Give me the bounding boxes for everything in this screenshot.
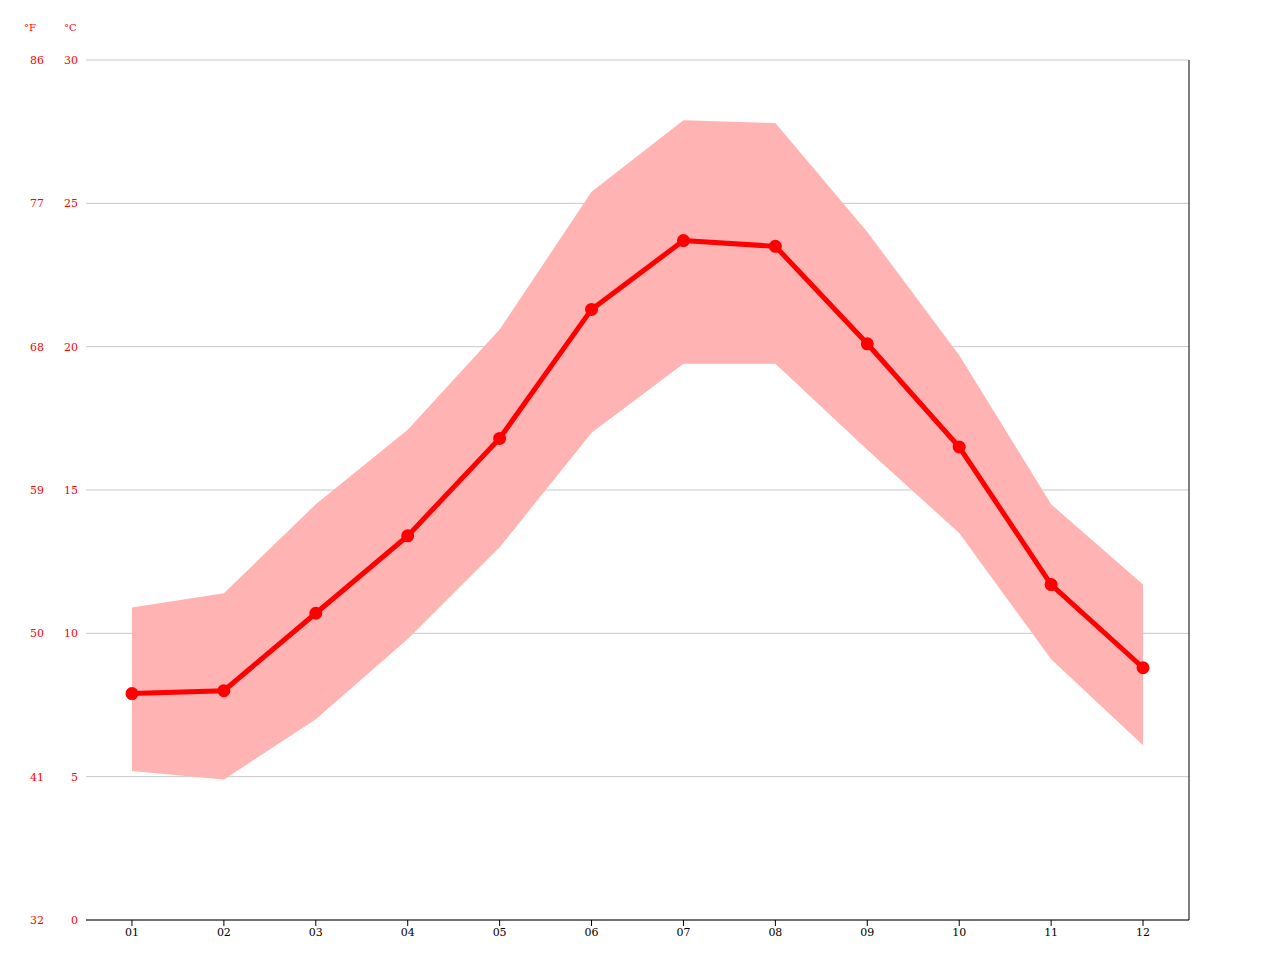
svg-text:09: 09 [860,926,874,939]
svg-text:5: 5 [71,771,78,784]
svg-text:08: 08 [768,926,782,939]
svg-text:01: 01 [125,926,139,939]
svg-text:59: 59 [30,484,44,497]
html-text:°F: °F [24,22,36,33]
svg-text:77: 77 [30,197,44,210]
svg-text:0: 0 [71,914,78,927]
svg-text:05: 05 [493,926,507,939]
svg-text:20: 20 [64,341,78,354]
svg-text:32: 32 [30,914,44,927]
svg-text:15: 15 [64,484,78,497]
svg-text:25: 25 [64,197,78,210]
svg-text:11: 11 [1044,926,1058,939]
svg-text:03: 03 [309,926,323,939]
svg-text:30: 30 [64,54,78,67]
svg-text:06: 06 [585,926,599,939]
svg-text:07: 07 [676,926,690,939]
svg-text:86: 86 [30,54,44,67]
svg-text:12: 12 [1136,926,1150,939]
svg-text:10: 10 [64,627,78,640]
html-text:°C: °C [64,22,77,33]
svg-text:50: 50 [30,627,44,640]
svg-text:68: 68 [30,341,44,354]
svg-text:02: 02 [217,926,231,939]
svg-text:10: 10 [952,926,966,939]
svg-text:41: 41 [30,771,44,784]
svg-text:04: 04 [401,926,415,939]
